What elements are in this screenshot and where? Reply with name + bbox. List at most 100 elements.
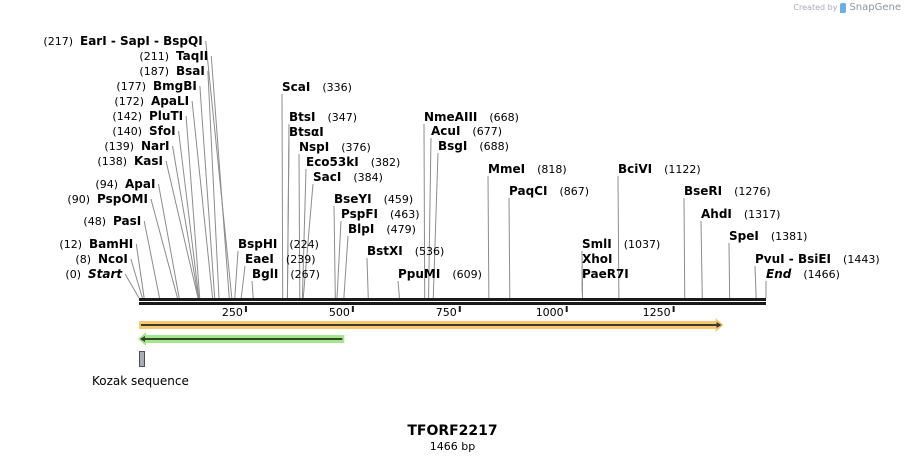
site-connector bbox=[428, 137, 432, 299]
restriction-site[interactable]: BstXI (536) bbox=[367, 244, 444, 258]
features bbox=[138, 318, 724, 367]
ruler-tick-label: 500 bbox=[329, 306, 350, 319]
site-position: (384) bbox=[353, 171, 383, 184]
restriction-site[interactable]: PluTI (142) bbox=[112, 109, 183, 123]
restriction-site[interactable]: SfoI (140) bbox=[112, 124, 175, 138]
restriction-site[interactable]: ApaI (94) bbox=[95, 177, 155, 191]
restriction-site[interactable]: TaqII (211) bbox=[139, 49, 208, 63]
kozak-sequence-label[interactable]: Kozak sequence bbox=[92, 374, 189, 388]
site-connector bbox=[683, 197, 686, 299]
site-position: (459) bbox=[384, 193, 414, 206]
kozak-sequence-feature[interactable] bbox=[139, 351, 145, 367]
restriction-site[interactable]: NmeAIII (668) bbox=[424, 110, 519, 124]
backbone bbox=[139, 298, 766, 305]
site-position: (1381) bbox=[771, 230, 808, 243]
restriction-site[interactable]: End (1466) bbox=[766, 267, 840, 281]
restriction-site[interactable]: EaeI (239) bbox=[245, 252, 316, 266]
site-name: ApaLI bbox=[151, 94, 189, 108]
restriction-site[interactable]: SmlI (1037) bbox=[582, 237, 660, 251]
restriction-site[interactable]: NcoI (8) bbox=[75, 252, 127, 266]
site-connector bbox=[172, 145, 199, 299]
site-position: (177) bbox=[116, 80, 146, 93]
site-connector bbox=[124, 273, 140, 299]
site-name: BtsI bbox=[289, 110, 316, 124]
site-name: PaeR7I bbox=[582, 267, 629, 281]
site-name: End bbox=[766, 267, 792, 281]
arrowhead-left-icon bbox=[140, 336, 145, 342]
restriction-site[interactable]: KasI (138) bbox=[97, 154, 163, 168]
site-position: (139) bbox=[104, 140, 134, 153]
restriction-site[interactable]: BciVI (1122) bbox=[618, 162, 701, 176]
site-position: (347) bbox=[328, 111, 358, 124]
credit-brand: SnapGene bbox=[849, 2, 901, 13]
restriction-site[interactable]: AhdI (1317) bbox=[701, 207, 780, 221]
site-connector bbox=[234, 250, 239, 299]
site-name: NmeAIII bbox=[424, 110, 477, 124]
site-position: (172) bbox=[114, 95, 144, 108]
restriction-site[interactable]: Eco53kI (382) bbox=[306, 155, 400, 169]
restriction-site[interactable]: BspHI (224) bbox=[238, 237, 319, 251]
restriction-site[interactable]: PspOMI (90) bbox=[67, 192, 148, 206]
restriction-site[interactable]: NspI (376) bbox=[299, 140, 371, 154]
site-position: (0) bbox=[65, 268, 81, 281]
site-name: EaeI bbox=[245, 252, 274, 266]
restriction-site[interactable]: PspFI (463) bbox=[341, 207, 420, 221]
site-connector bbox=[150, 198, 178, 299]
site-name: EarI - SapI - BspQI bbox=[80, 34, 203, 48]
site-name: PluTI bbox=[149, 109, 183, 123]
site-name: ApaI bbox=[125, 177, 155, 191]
restriction-site[interactable]: ApaLI (172) bbox=[114, 94, 189, 108]
site-name: BlpI bbox=[348, 222, 374, 236]
site-name: BspHI bbox=[238, 237, 277, 251]
restriction-site[interactable]: BtsαI bbox=[289, 125, 324, 139]
restriction-site[interactable]: NarI (139) bbox=[104, 139, 169, 153]
restriction-site[interactable]: BsgI (688) bbox=[438, 139, 509, 153]
restriction-site[interactable]: MmeI (818) bbox=[488, 162, 567, 176]
restriction-site[interactable]: ScaI (336) bbox=[282, 80, 352, 94]
site-name: BstXI bbox=[367, 244, 403, 258]
restriction-site[interactable]: BglI (267) bbox=[252, 267, 320, 281]
site-name: SmlI bbox=[582, 237, 612, 251]
site-position: (376) bbox=[341, 141, 371, 154]
restriction-site[interactable]: PasI (48) bbox=[83, 214, 141, 228]
ruler-tick-label: 750 bbox=[436, 306, 457, 319]
site-connector bbox=[397, 280, 400, 299]
restriction-site[interactable]: SacI (384) bbox=[313, 170, 383, 184]
restriction-site[interactable]: EarI - SapI - BspQI (217) bbox=[43, 34, 202, 48]
site-name: PspFI bbox=[341, 207, 378, 221]
site-name: AhdI bbox=[701, 207, 732, 221]
restriction-site[interactable]: PvuI - BsiEI (1443) bbox=[755, 252, 880, 266]
restriction-site[interactable]: BseYI (459) bbox=[334, 192, 413, 206]
site-connector bbox=[728, 242, 731, 299]
site-connector bbox=[157, 183, 180, 299]
site-position: (90) bbox=[67, 193, 90, 206]
restriction-site[interactable]: BmgBI (177) bbox=[116, 79, 196, 93]
restriction-site[interactable]: BlpI (479) bbox=[348, 222, 416, 236]
restriction-site[interactable]: BamHI (12) bbox=[59, 237, 133, 251]
restriction-site[interactable]: XhoI bbox=[582, 252, 613, 266]
site-name: PvuI - BsiEI bbox=[755, 252, 831, 266]
restriction-site[interactable]: BsaI (187) bbox=[139, 64, 204, 78]
site-connector bbox=[240, 265, 246, 299]
restriction-site[interactable]: AcuI (677) bbox=[431, 124, 502, 138]
site-name: NcoI bbox=[98, 252, 128, 266]
restriction-site[interactable]: SpeI (1381) bbox=[729, 229, 807, 243]
restriction-site[interactable]: PaqCI (867) bbox=[509, 184, 589, 198]
site-lines bbox=[124, 40, 767, 299]
restriction-site[interactable]: PpuMI (609) bbox=[398, 267, 482, 281]
site-position: (211) bbox=[139, 50, 169, 63]
site-position: (8) bbox=[75, 253, 91, 266]
site-connector bbox=[432, 152, 439, 299]
restriction-site[interactable]: PaeR7I bbox=[582, 267, 629, 281]
site-position: (48) bbox=[83, 215, 106, 228]
site-position: (867) bbox=[559, 185, 589, 198]
site-name: BciVI bbox=[618, 162, 652, 176]
site-position: (536) bbox=[415, 245, 445, 258]
site-connector bbox=[281, 93, 284, 299]
site-position: (94) bbox=[95, 178, 118, 191]
site-connector bbox=[302, 183, 314, 299]
restriction-site[interactable]: BseRI (1276) bbox=[684, 184, 771, 198]
restriction-site[interactable]: Start (0) bbox=[65, 267, 123, 281]
restriction-site[interactable]: BtsI (347) bbox=[289, 110, 357, 124]
site-name: MmeI bbox=[488, 162, 525, 176]
